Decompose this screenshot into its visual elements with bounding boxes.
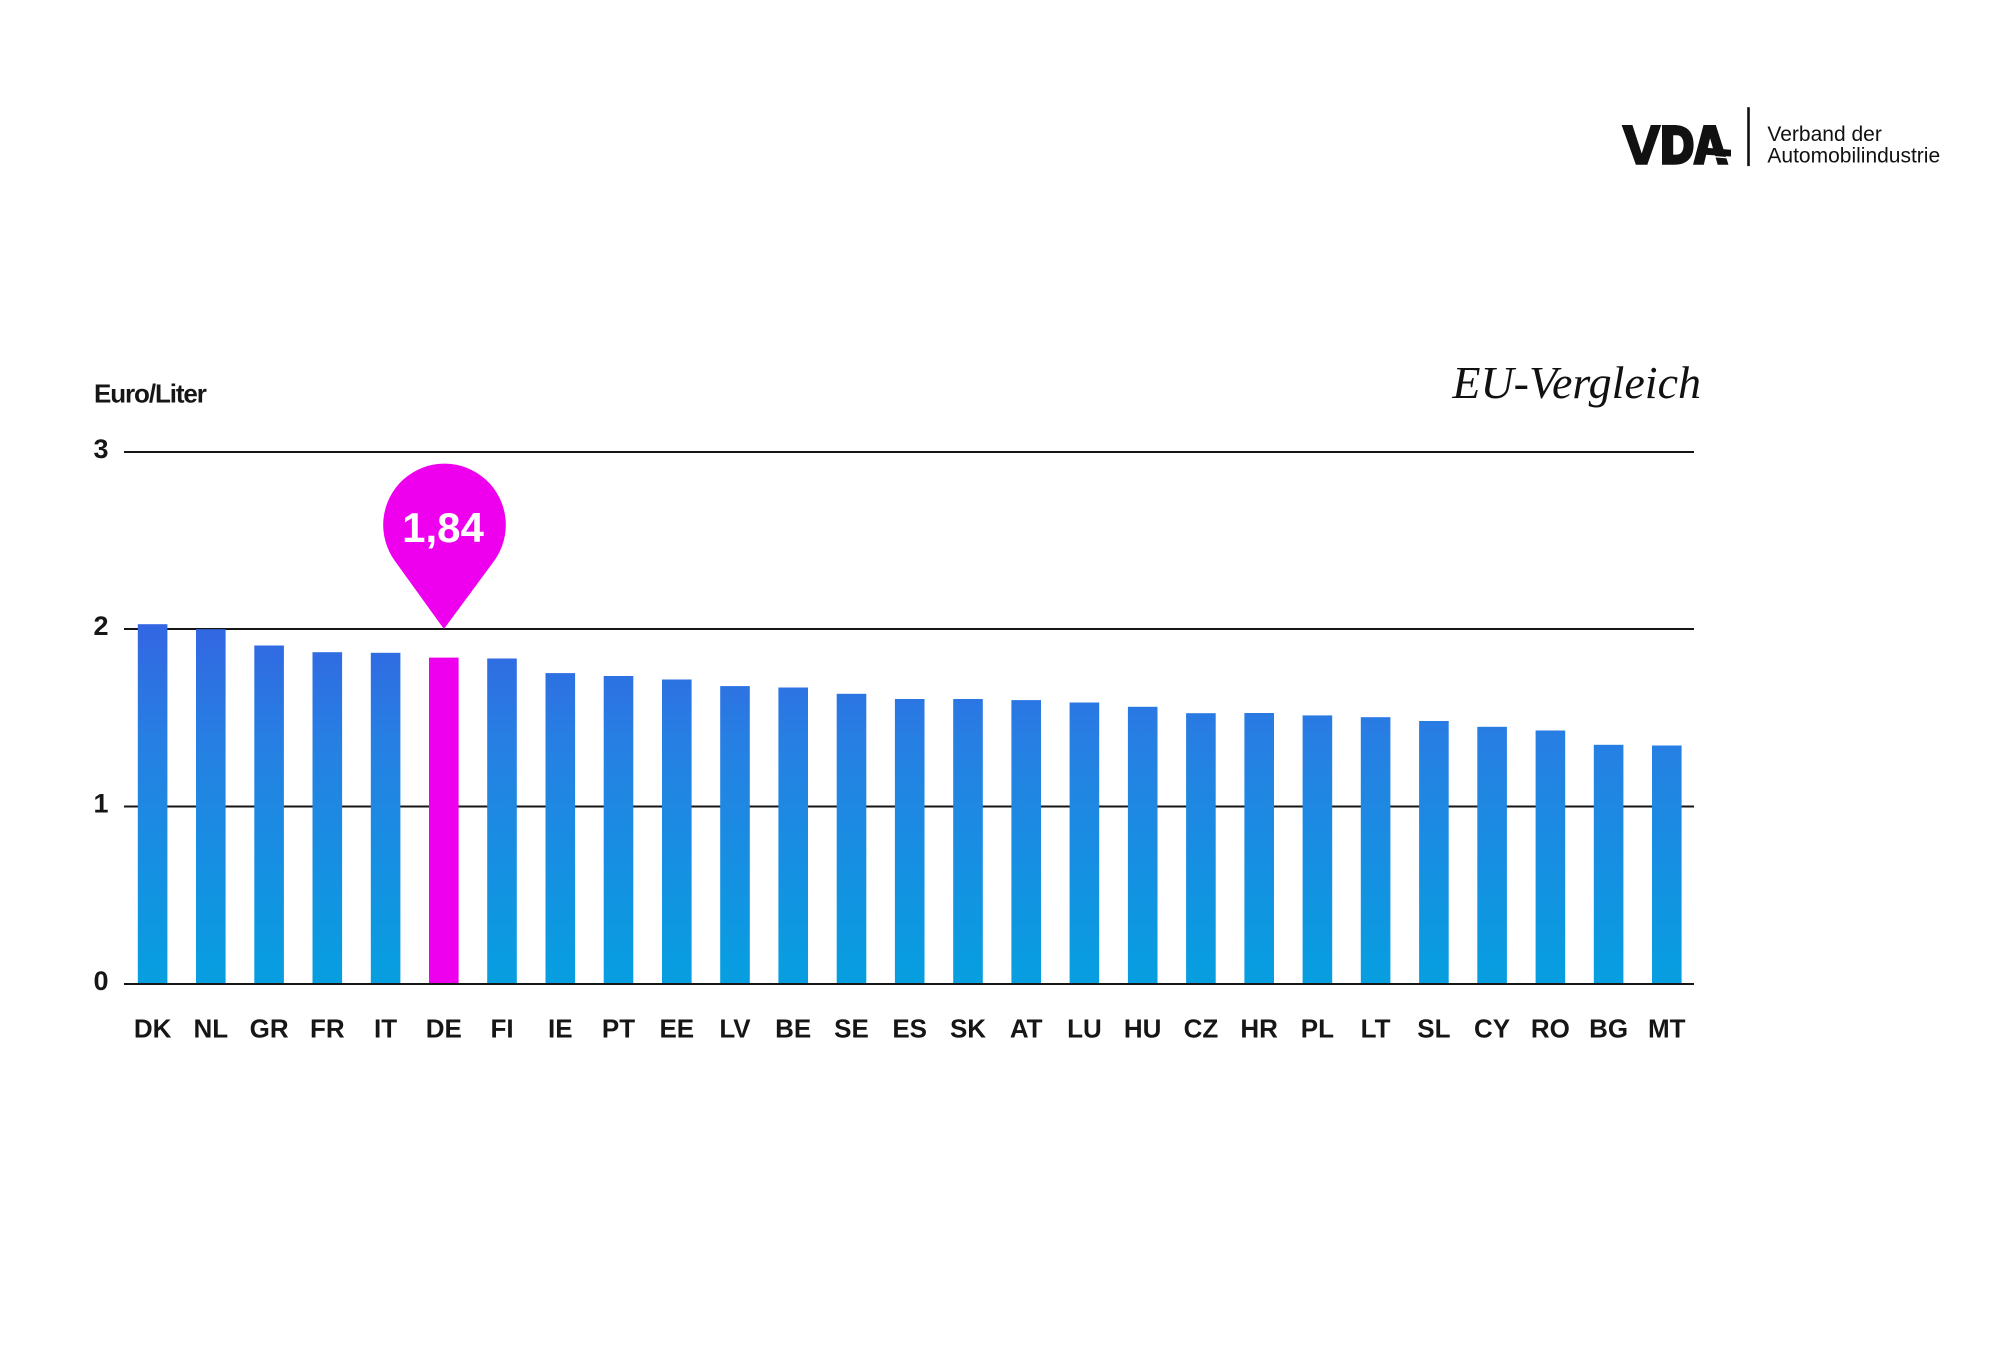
svg-text:HR: HR	[1240, 1014, 1278, 1044]
svg-text:IT: IT	[374, 1014, 397, 1044]
svg-text:LU: LU	[1067, 1014, 1102, 1044]
svg-text:ES: ES	[892, 1014, 927, 1044]
svg-text:SL: SL	[1417, 1014, 1450, 1044]
svg-text:2: 2	[93, 611, 108, 641]
svg-text:3: 3	[93, 434, 108, 464]
svg-text:Automobilindustrie: Automobilindustrie	[1767, 145, 1940, 168]
svg-text:AT: AT	[1010, 1014, 1043, 1044]
svg-text:BG: BG	[1589, 1014, 1628, 1044]
svg-text:Euro/Liter: Euro/Liter	[94, 379, 207, 409]
svg-text:HU: HU	[1124, 1014, 1162, 1044]
svg-text:MT: MT	[1648, 1014, 1686, 1044]
svg-text:RO: RO	[1531, 1014, 1570, 1044]
svg-text:LT: LT	[1361, 1014, 1391, 1044]
svg-text:FR: FR	[310, 1014, 345, 1044]
svg-text:DE: DE	[426, 1014, 462, 1044]
svg-text:EU-Vergleich: EU-Vergleich	[1451, 357, 1701, 408]
svg-text:GR: GR	[250, 1014, 289, 1044]
svg-text:IE: IE	[548, 1014, 573, 1044]
svg-text:FI: FI	[490, 1014, 513, 1044]
svg-text:EE: EE	[659, 1014, 694, 1044]
svg-text:DK: DK	[134, 1014, 172, 1044]
svg-text:CY: CY	[1474, 1014, 1510, 1044]
svg-text:NL: NL	[193, 1014, 228, 1044]
svg-text:SE: SE	[834, 1014, 869, 1044]
svg-text:1: 1	[93, 788, 108, 818]
svg-text:Verband der: Verband der	[1767, 123, 1881, 146]
svg-text:CZ: CZ	[1184, 1014, 1219, 1044]
svg-text:1,84: 1,84	[402, 504, 484, 551]
svg-text:PT: PT	[602, 1014, 635, 1044]
svg-text:0: 0	[93, 966, 108, 996]
svg-text:BE: BE	[775, 1014, 811, 1044]
svg-text:LV: LV	[719, 1014, 751, 1044]
svg-text:PL: PL	[1301, 1014, 1334, 1044]
svg-text:SK: SK	[950, 1014, 986, 1044]
